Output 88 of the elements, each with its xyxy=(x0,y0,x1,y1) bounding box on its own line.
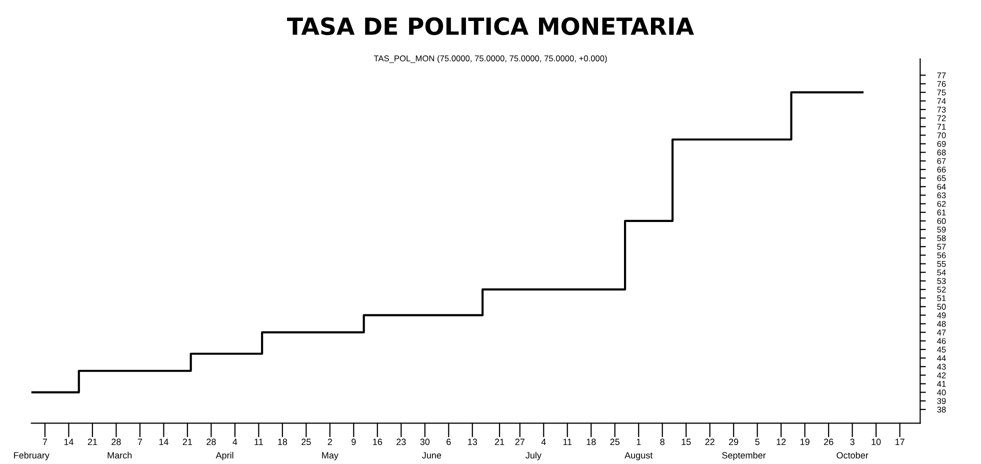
y-tick-label: 73 xyxy=(937,106,946,113)
x-tick-label: 10 xyxy=(872,438,881,446)
y-tick-label: 57 xyxy=(937,244,946,250)
x-tick-label: 29 xyxy=(729,438,738,446)
x-tick-label: 28 xyxy=(206,438,216,446)
y-tick-label: 64 xyxy=(937,184,946,190)
y-tick-label: 75 xyxy=(937,90,946,96)
y-tick-label: 58 xyxy=(937,235,946,242)
x-tick-label: 28 xyxy=(112,438,121,446)
y-tick-label: 69 xyxy=(937,140,946,147)
x-tick-label: 11 xyxy=(563,438,572,445)
x-tick-label: 19 xyxy=(800,438,810,446)
x-tick-label: 14 xyxy=(64,438,74,445)
y-tick-label: 74 xyxy=(937,98,946,104)
x-tick-label: 3 xyxy=(850,438,854,446)
chart-subtitle: TAS_POL_MON (75.0000, 75.0000, 75.0000, 75.0000, +0.000) xyxy=(374,55,607,63)
y-tick-label: 68 xyxy=(937,150,946,156)
y-tick-label: 43 xyxy=(937,364,946,370)
x-tick-label: 7 xyxy=(42,438,48,445)
x-tick-label: 18 xyxy=(586,438,596,446)
y-tick-label: 72 xyxy=(937,115,946,122)
x-tick-label: 25 xyxy=(302,438,311,446)
x-tick-label: 2 xyxy=(328,438,332,445)
y-tick-label: 47 xyxy=(937,330,946,336)
x2-tick-label: September xyxy=(722,452,766,460)
y-tick-label: 77 xyxy=(937,72,946,78)
y-tick-label: 56 xyxy=(937,252,946,258)
x-tick-label: 27 xyxy=(515,438,524,445)
x-tick-label: 5 xyxy=(755,438,760,446)
x-tick-label: 1 xyxy=(636,438,641,445)
x-tick-label: 16 xyxy=(373,438,382,446)
x2-tick-label: April xyxy=(216,452,234,460)
x-tick-label: 21 xyxy=(88,438,98,445)
y-tick-label: 38 xyxy=(937,406,946,413)
x-tick-label: 15 xyxy=(682,438,691,446)
y-tick-label: 42 xyxy=(937,372,946,378)
y-tick-label: 62 xyxy=(937,200,946,207)
chart-title: TASA DE POLITICA MONETARIA xyxy=(287,17,694,36)
y-tick-label: 52 xyxy=(937,286,946,293)
x-tick-label: 30 xyxy=(420,438,430,446)
x-tick-label: 25 xyxy=(610,438,620,446)
y-tick-label: 54 xyxy=(937,270,946,276)
x-tick-label: 21 xyxy=(494,438,504,445)
x2-tick-label: May xyxy=(322,452,338,460)
x2-tick-label: July xyxy=(526,452,542,460)
y-tick-label: 63 xyxy=(937,192,946,198)
x-tick-label: 13 xyxy=(468,438,478,446)
y-tick-label: 70 xyxy=(937,132,946,138)
y-tick-label: 44 xyxy=(937,355,946,362)
y-tick-label: 76 xyxy=(937,80,946,87)
x-tick-label: 18 xyxy=(278,438,288,446)
y-tick-label: 55 xyxy=(937,261,946,267)
y-tick-label: 61 xyxy=(937,210,946,216)
x2-tick-label: August xyxy=(624,452,653,460)
y-tick-label: 46 xyxy=(937,338,946,344)
x-tick-label: 9 xyxy=(352,438,356,446)
y-tick-label: 50 xyxy=(937,304,946,310)
x2-tick-label: October xyxy=(836,452,868,459)
y-tick-label: 66 xyxy=(937,166,946,173)
y-tick-label: 51 xyxy=(937,295,946,302)
x-tick-label: 17 xyxy=(895,438,904,445)
y-tick-label: 65 xyxy=(937,175,946,182)
x-tick-label: 11 xyxy=(254,438,263,445)
x-tick-label: 7 xyxy=(138,438,142,445)
x-tick-label: 26 xyxy=(824,438,834,446)
y-tick-label: 39 xyxy=(937,398,946,404)
x-tick-label: 23 xyxy=(396,438,406,446)
x-tick-label: 4 xyxy=(541,438,546,445)
y-tick-label: 41 xyxy=(937,381,946,387)
x-tick-label: 6 xyxy=(446,438,451,446)
y-tick-label: 49 xyxy=(937,312,946,318)
x2-tick-label: February xyxy=(14,452,50,460)
y-tick-label: 45 xyxy=(937,346,946,353)
y-tick-label: 59 xyxy=(937,226,946,233)
x-tick-label: 22 xyxy=(705,438,714,445)
x-tick-label: 12 xyxy=(776,438,786,445)
y-tick-label: 40 xyxy=(937,390,946,396)
y-tick-label: 53 xyxy=(937,278,946,284)
x-tick-label: 8 xyxy=(660,438,664,446)
y-tick-label: 60 xyxy=(937,218,946,224)
x-tick-label: 21 xyxy=(182,438,192,445)
x2-tick-label: June xyxy=(422,452,442,459)
y-tick-label: 71 xyxy=(937,124,946,130)
y-tick-label: 48 xyxy=(937,320,946,327)
x2-tick-label: March xyxy=(108,452,132,459)
x-tick-label: 14 xyxy=(159,438,168,445)
y-tick-label: 67 xyxy=(937,158,946,164)
x-tick-label: 4 xyxy=(232,438,238,445)
